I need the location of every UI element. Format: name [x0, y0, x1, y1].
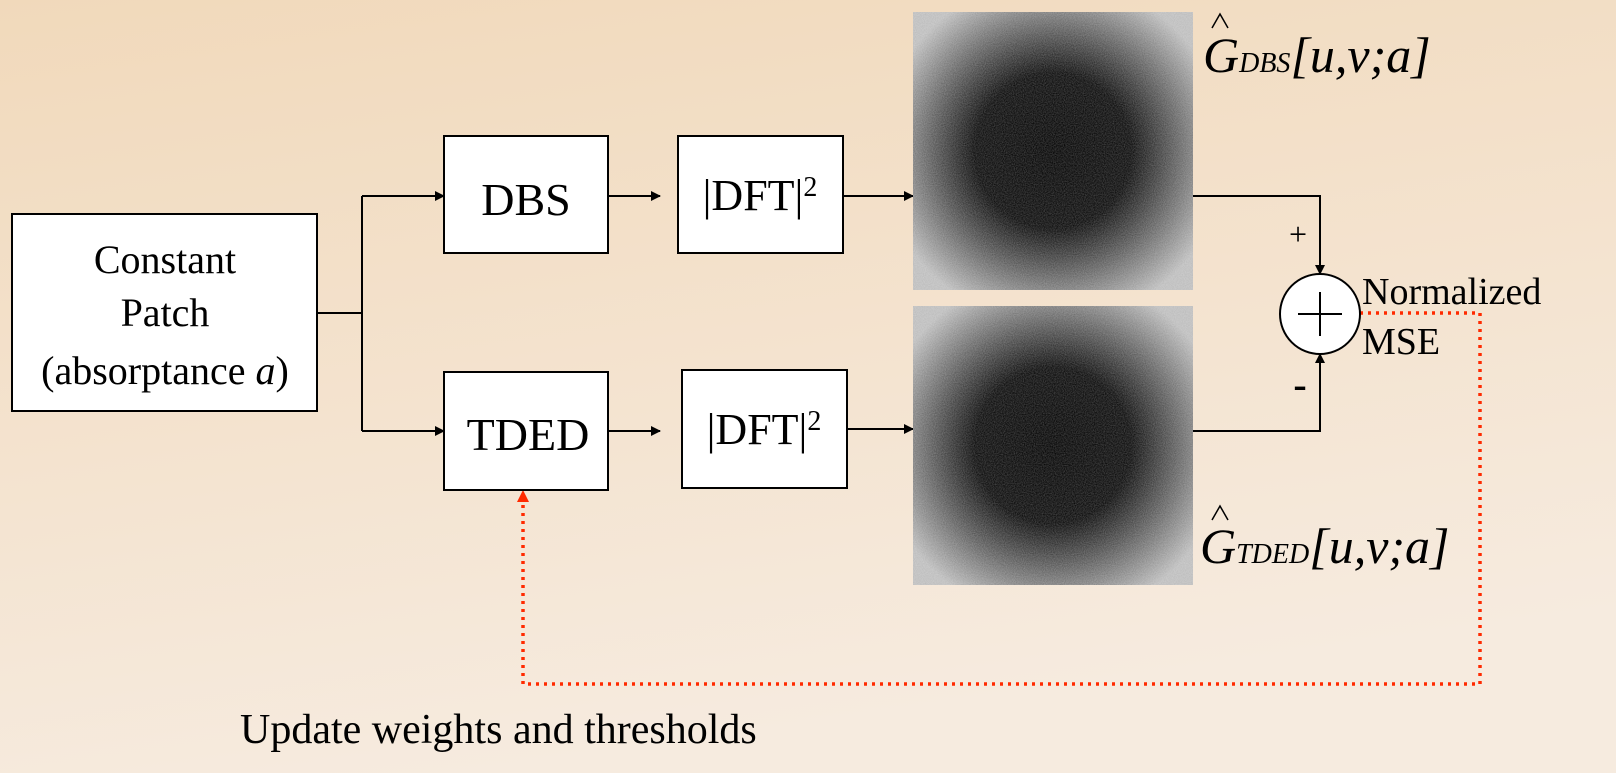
page: {"source": {"lines": ["Constant", "Patch…	[0, 0, 1616, 773]
feedback-label: Update weights and thresholds	[240, 707, 757, 753]
output-label: GDBS[u,v;a]	[1203, 27, 1431, 83]
text: )	[276, 348, 289, 393]
source-line: Constant	[94, 237, 236, 282]
text: DBS	[1238, 48, 1290, 79]
summer	[1280, 274, 1360, 354]
text: |DFT|	[703, 171, 804, 220]
text: (absorptance	[41, 348, 255, 393]
block-label: |DFT|2	[707, 405, 822, 454]
text: a	[256, 348, 276, 393]
text: G	[1203, 27, 1239, 83]
summer-label: MSE	[1362, 321, 1440, 363]
summer-label: Normalized	[1362, 271, 1541, 313]
source-line: (absorptance a)	[41, 348, 289, 393]
spectrum-top	[913, 12, 1193, 290]
block-label: DBS	[481, 174, 570, 225]
text: TDED	[1236, 539, 1309, 570]
text: 2	[807, 406, 821, 437]
text: [u,v;a]	[1309, 518, 1449, 574]
sign: +	[1289, 216, 1307, 252]
text: G	[1200, 518, 1236, 574]
text: 2	[803, 172, 817, 203]
text: [u,v;a]	[1290, 27, 1430, 83]
source-line: Patch	[121, 290, 210, 335]
sign: -	[1293, 362, 1306, 407]
block-label: |DFT|2	[703, 171, 818, 220]
block-label: TDED	[467, 409, 590, 460]
spectrum-bottom	[913, 306, 1193, 585]
diagram: Constant Patch (absorptance a) DBS TDED …	[0, 0, 1616, 773]
text: |DFT|	[707, 405, 808, 454]
